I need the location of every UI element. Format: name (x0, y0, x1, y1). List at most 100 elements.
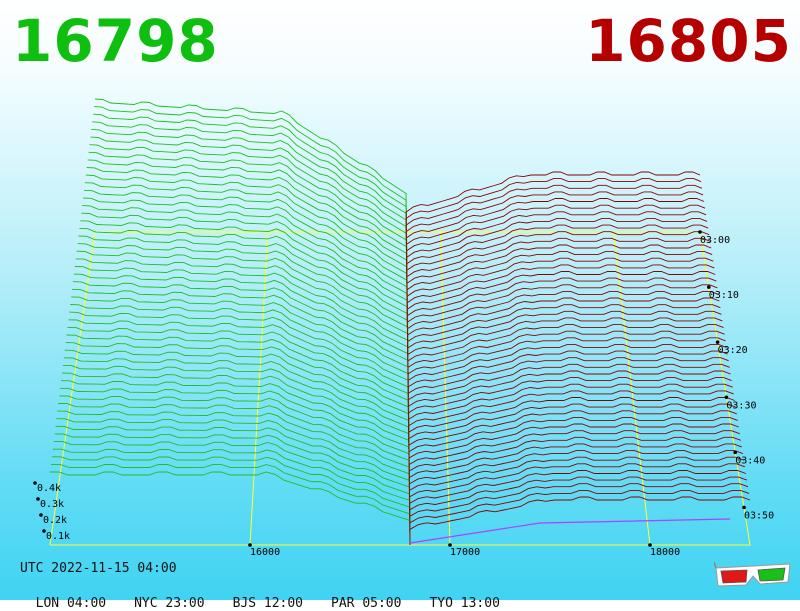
bid-depth-line (66, 334, 410, 430)
ask-depth-line (408, 450, 744, 501)
bid-depth-line (75, 258, 409, 367)
price-tick-label: 18000 (650, 547, 680, 558)
bid-depth-line (59, 395, 410, 482)
price-tick-mark (448, 543, 452, 547)
ask-depth-line (405, 184, 703, 245)
ask-depth-line (406, 257, 714, 315)
bid-depth-line (81, 212, 408, 328)
bid-depth-line (65, 342, 410, 437)
bid-depth-line (67, 326, 409, 424)
utc-time: UTC 2022-11-15 04:00 (20, 561, 177, 576)
ask-depth-line (409, 456, 745, 507)
ask-depth-line (406, 271, 716, 328)
bid-depth-line (64, 349, 410, 443)
time-tick-label: 03:40 (735, 455, 765, 466)
ask-depth-line (407, 357, 729, 411)
ask-depth-line (406, 244, 712, 303)
bid-depth-line (62, 364, 410, 456)
ask-depth-line (408, 416, 738, 469)
volume-tick-label: 0.3k (40, 499, 64, 510)
grid-price-line (613, 231, 651, 546)
bid-depth-line (94, 98, 407, 232)
bid-depth-line (56, 418, 410, 501)
bid-depth-line (94, 106, 407, 239)
ask-depth-line (406, 211, 707, 271)
world-clocks: LON 04:00 NYC 23:00 BJS 12:00 PAR 05:00 TYO … (20, 581, 528, 611)
bid-depth-line (60, 387, 410, 475)
ask-depth-line (406, 224, 709, 284)
ask-depth-line (407, 290, 719, 347)
ask-depth-line (405, 171, 701, 232)
ask-depth-line (405, 178, 702, 239)
bid-depth-line (80, 220, 408, 335)
volume-tick-label: 0.4k (37, 483, 61, 494)
price-tick-label: 17000 (450, 547, 480, 558)
ask-depth-line (408, 410, 737, 462)
clock-bjs: BJS 12:00 (232, 596, 304, 611)
ask-depth-line (408, 423, 739, 475)
bid-depth-line (83, 197, 408, 315)
bid-depth-line (73, 273, 409, 379)
time-tick-label: 03:00 (700, 235, 730, 246)
bid-depth-line (50, 471, 411, 545)
ask-depth-line (406, 198, 705, 258)
time-tick-mark (715, 340, 720, 344)
clock-lon: LON 04:00 (35, 596, 107, 611)
ask-depth-line (407, 343, 727, 399)
ask-price: 16805 (585, 7, 792, 75)
grid-price-line (440, 231, 451, 546)
price-tick-mark (248, 543, 252, 547)
ask-depth-line (407, 317, 723, 373)
ask-depth-line (408, 436, 741, 488)
bid-depth-line (52, 448, 411, 526)
volume-tick-mark (36, 497, 40, 501)
bid-depth-line (61, 372, 410, 462)
ask-depth-line (407, 363, 730, 418)
ask-depth-line (406, 231, 710, 290)
ask-depth-line (408, 383, 733, 437)
time-tick-mark (742, 505, 746, 510)
bid-depth-line (89, 144, 408, 271)
ask-depth-line (406, 264, 715, 322)
time-tick-mark (733, 450, 737, 455)
bid-depth-line (69, 311, 409, 411)
ask-depth-line (406, 251, 713, 309)
ask-depth-line (406, 204, 706, 264)
ask-depth-line (407, 330, 725, 386)
volume-tick-mark (42, 529, 46, 533)
ask-depth-line (406, 217, 708, 277)
latest-ask-line (409, 518, 731, 544)
volume-tick-label: 0.2k (43, 515, 67, 526)
ask-depth-line (409, 476, 748, 526)
bid-price: 16798 (12, 7, 219, 75)
time-tick-label: 03:10 (709, 290, 739, 301)
bid-depth-line (79, 227, 408, 341)
volume-tick-mark (33, 481, 37, 485)
ask-depth-line (405, 191, 704, 252)
ask-depth-line (408, 370, 731, 424)
bid-depth-line (50, 463, 411, 539)
bid-depth-line (78, 235, 409, 347)
bid-depth-line (74, 266, 409, 373)
ask-depth-line (408, 377, 732, 430)
bid-depth-line (63, 357, 410, 450)
bid-depth-line (76, 250, 409, 360)
time-tick-label: 03:50 (744, 510, 774, 521)
clock-tyo: TYO 13:00 (429, 596, 500, 611)
bid-depth-line (88, 151, 408, 277)
volume-tick-mark (39, 513, 43, 517)
ask-depth-line (409, 483, 749, 533)
bid-depth-line (57, 410, 410, 494)
bid-depth-line (54, 433, 411, 514)
3d-glasses-icon[interactable] (714, 560, 792, 590)
bid-depth-line (92, 121, 407, 252)
bid-depth-line (72, 281, 409, 386)
ask-depth-line (409, 470, 747, 520)
price-tick-label: 16000 (250, 547, 280, 558)
bid-depth-line (60, 380, 410, 469)
bid-depth-line (51, 456, 411, 533)
ask-depth-line (407, 304, 721, 360)
clock-nyc: NYC 23:00 (134, 596, 205, 611)
time-tick-mark (707, 285, 711, 289)
time-tick-label: 03:20 (718, 345, 748, 356)
